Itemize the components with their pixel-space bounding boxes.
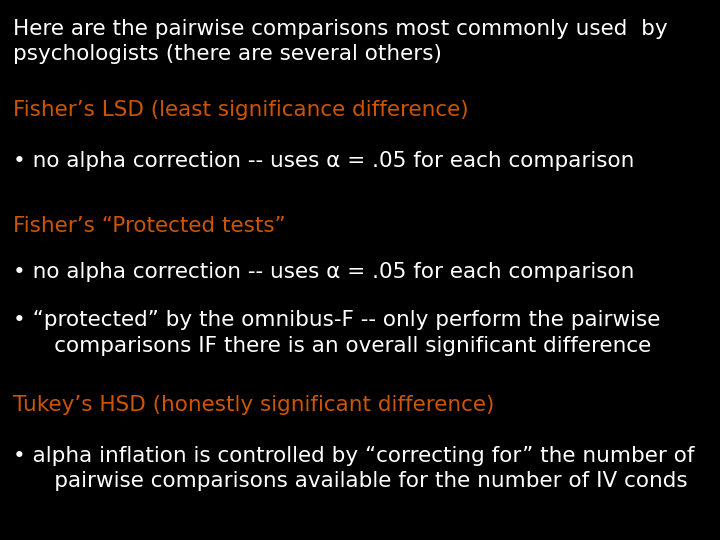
Text: Fisher’s LSD (least significance difference): Fisher’s LSD (least significance differe… (13, 100, 469, 120)
Text: Fisher’s “Protected tests”: Fisher’s “Protected tests” (13, 216, 286, 236)
Text: • “protected” by the omnibus-F -- only perform the pairwise
      comparisons IF: • “protected” by the omnibus-F -- only p… (13, 310, 660, 356)
Text: Tukey’s HSD (honestly significant difference): Tukey’s HSD (honestly significant differ… (13, 395, 495, 415)
Text: • alpha inflation is controlled by “correcting for” the number of
      pairwise: • alpha inflation is controlled by “corr… (13, 446, 695, 491)
Text: • no alpha correction -- uses α = .05 for each comparison: • no alpha correction -- uses α = .05 fo… (13, 262, 634, 282)
Text: • no alpha correction -- uses α = .05 for each comparison: • no alpha correction -- uses α = .05 fo… (13, 151, 634, 171)
Text: Here are the pairwise comparisons most commonly used  by
psychologists (there ar: Here are the pairwise comparisons most c… (13, 19, 667, 64)
